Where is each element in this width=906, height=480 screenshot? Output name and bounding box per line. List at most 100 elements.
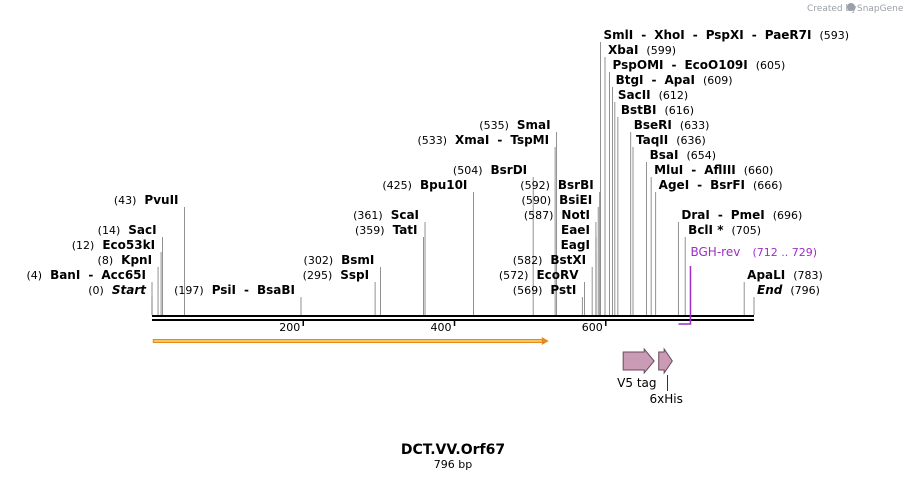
- site-start[interactable]: (0) Start: [88, 283, 147, 297]
- site-noti[interactable]: (587) NotI: [524, 208, 590, 222]
- site-psii-name-1: PsiI: [212, 283, 236, 297]
- site-pspomi-pos-3: (605): [756, 59, 786, 72]
- site-psii[interactable]: (197) PsiI - BsaBI: [174, 283, 295, 297]
- site-scai-name-1: ScaI: [391, 208, 419, 222]
- site-kpni-name-1: KpnI: [121, 253, 152, 267]
- site-xmai-name-3: TspMI: [510, 133, 549, 147]
- site-bani-name-3: Acc65I: [101, 268, 146, 282]
- site-ecorv-pos-0: (572): [499, 269, 529, 282]
- site-psti[interactable]: (569) PstI: [513, 283, 577, 297]
- site-btgi-name-2: ApaI: [664, 73, 694, 87]
- site-xbai[interactable]: XbaI (599): [608, 43, 676, 57]
- site-pspomi[interactable]: PspOMI - EcoO109I (605): [613, 58, 786, 72]
- site-noti-name-1: NotI: [561, 208, 590, 222]
- site-end-pos-1: (796): [790, 284, 820, 297]
- site-xmai-sep-2: -: [497, 133, 502, 147]
- site-mlui[interactable]: MluI - AflIII (660): [654, 163, 773, 177]
- site-agei[interactable]: AgeI - BsrFI (666): [659, 178, 783, 192]
- site-scai-pos-0: (361): [353, 209, 383, 222]
- site-bsrdi[interactable]: (504) BsrDI: [453, 163, 527, 177]
- site-leader-lines: [151, 42, 755, 315]
- site-agei-name-0: AgeI: [659, 178, 689, 192]
- site-psti-pos-0: (569): [513, 284, 543, 297]
- site-bstxi-pos-0: (582): [513, 254, 543, 267]
- site-bstxi[interactable]: (582) BstXI: [513, 253, 586, 267]
- map-title: DCT.VV.Orf67: [401, 442, 505, 458]
- site-smli-pos-7: (593): [819, 29, 849, 42]
- site-kpni[interactable]: (8) KpnI: [98, 253, 153, 267]
- site-bpu10i-pos-0: (425): [382, 179, 412, 192]
- primer-name: BGH-rev: [690, 245, 740, 259]
- site-eaei[interactable]: EaeI: [561, 223, 590, 237]
- site-apali-pos-1: (783): [793, 269, 823, 282]
- site-bsai-name-0: BsaI: [650, 148, 679, 162]
- site-pvuii-name-1: PvuII: [144, 193, 178, 207]
- site-bcli--pos-1: (705): [731, 224, 761, 237]
- site-drai-name-0: DraI: [681, 208, 709, 222]
- site-psii-pos-0: (197): [174, 284, 204, 297]
- feature-v5-tag[interactable]: V5 tag: [617, 347, 657, 390]
- orf-arrow[interactable]: [152, 337, 549, 345]
- site-smli[interactable]: SmlI - XhoI - PspXI - PaeR7I (593): [603, 28, 849, 42]
- site-taqii-name-0: TaqII: [636, 133, 668, 147]
- site-saci[interactable]: (14) SacI: [98, 223, 157, 237]
- site-drai[interactable]: DraI - PmeI (696): [681, 208, 802, 222]
- site-bseri-name-0: BseRI: [634, 118, 672, 132]
- site-bsrbi-pos-0: (592): [520, 179, 550, 192]
- site-bsmi[interactable]: (302) BsmI: [304, 253, 375, 267]
- site-psti-name-1: PstI: [550, 283, 576, 297]
- site-bsrbi[interactable]: (592) BsrBI: [520, 178, 593, 192]
- features: V5 tag 6xHis: [617, 347, 683, 406]
- site-taqii[interactable]: TaqII (636): [636, 133, 706, 147]
- site-btgi-name-0: BtgI: [616, 73, 644, 87]
- site-end[interactable]: End (796): [757, 283, 820, 297]
- site-end-name-0: End: [757, 283, 783, 297]
- brand-created-by: Created by: [807, 4, 857, 14]
- site-bsai[interactable]: BsaI (654): [650, 148, 716, 162]
- site-sspi-name-1: SspI: [340, 268, 369, 282]
- site-bani[interactable]: (4) BanI - Acc65I: [26, 268, 146, 282]
- site-kpni-pos-0: (8): [98, 254, 114, 267]
- site-bstxi-name-1: BstXI: [550, 253, 586, 267]
- primer-bgh-rev[interactable]: BGH-rev (712 .. 729): [678, 245, 817, 325]
- site-psii-sep-2: -: [244, 283, 249, 297]
- site-smli-sep-1: -: [641, 28, 646, 42]
- feature-6xhis[interactable]: 6xHis: [650, 347, 683, 406]
- site-tati[interactable]: (359) TatI: [355, 223, 418, 237]
- site-bpu10i[interactable]: (425) Bpu10I: [382, 178, 467, 192]
- site-bsiei[interactable]: (590) BsiEI: [522, 193, 593, 207]
- site-eco53ki-pos-0: (12): [72, 239, 95, 252]
- site-pvuii[interactable]: (43) PvuII: [114, 193, 179, 207]
- orf-arrow-head: [541, 337, 549, 345]
- site-bcli-[interactable]: BclI * (705): [688, 223, 761, 237]
- site-btgi[interactable]: BtgI - ApaI (609): [616, 73, 733, 87]
- site-bsrdi-name-1: BsrDI: [491, 163, 528, 177]
- site-apali[interactable]: ApaLI (783): [747, 268, 823, 282]
- site-eagi[interactable]: EagI: [561, 238, 590, 252]
- site-smli-name-2: XhoI: [654, 28, 685, 42]
- site-bstbi-pos-1: (616): [665, 104, 695, 117]
- site-ecorv[interactable]: (572) EcoRV: [499, 268, 579, 282]
- site-tati-pos-0: (359): [355, 224, 385, 237]
- site-xmai[interactable]: (533) XmaI - TspMI: [417, 133, 549, 147]
- site-bstbi[interactable]: BstBI (616): [621, 103, 694, 117]
- site-smai[interactable]: (535) SmaI: [479, 118, 550, 132]
- site-sacii[interactable]: SacII (612): [618, 88, 688, 102]
- site-agei-name-2: BsrFI: [710, 178, 745, 192]
- site-btgi-pos-3: (609): [703, 74, 733, 87]
- site-start-name-1: Start: [112, 283, 147, 297]
- site-scai[interactable]: (361) ScaI: [353, 208, 419, 222]
- site-eaei-name-0: EaeI: [561, 223, 590, 237]
- site-bsai-pos-1: (654): [686, 149, 716, 162]
- site-pspomi-sep-1: -: [671, 58, 676, 72]
- site-noti-pos-0: (587): [524, 209, 554, 222]
- site-sspi[interactable]: (295) SspI: [303, 268, 369, 282]
- snapgene-logo-icon: [847, 3, 855, 11]
- site-bcli--name-0: BclI *: [688, 223, 724, 237]
- sequence-backbone: [152, 315, 754, 321]
- site-drai-pos-3: (696): [773, 209, 803, 222]
- site-bani-sep-2: -: [88, 268, 93, 282]
- site-smli-name-6: PaeR7I: [765, 28, 812, 42]
- site-eco53ki[interactable]: (12) Eco53kI: [72, 238, 155, 252]
- site-bseri[interactable]: BseRI (633): [634, 118, 710, 132]
